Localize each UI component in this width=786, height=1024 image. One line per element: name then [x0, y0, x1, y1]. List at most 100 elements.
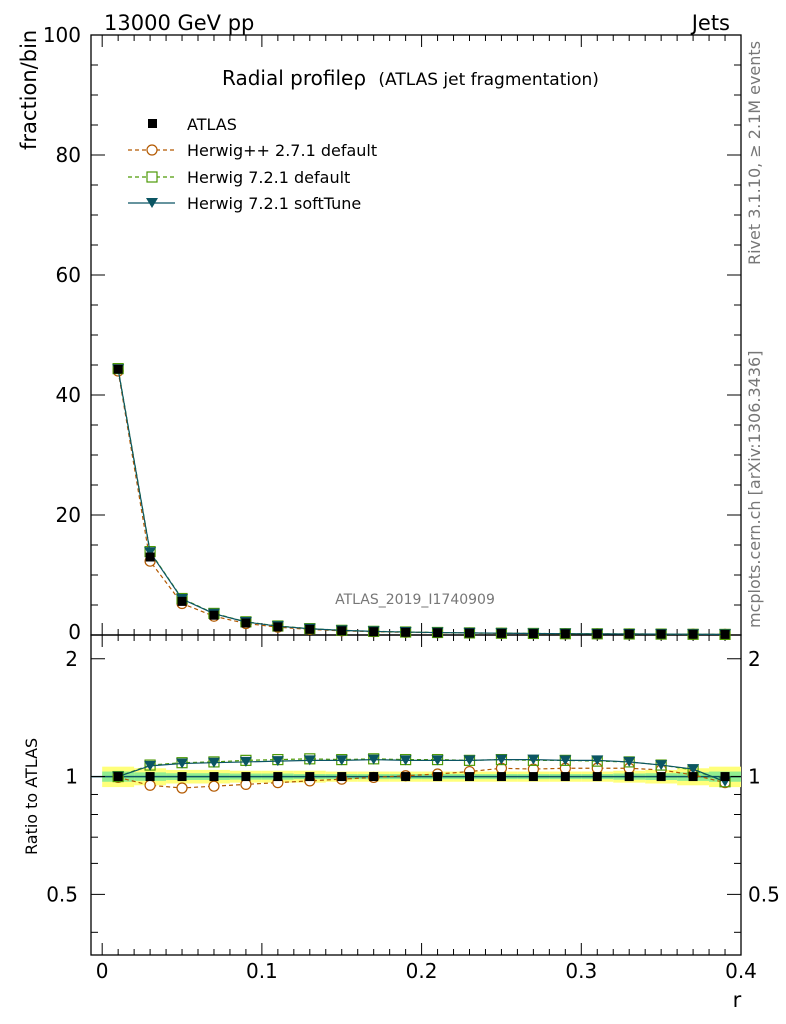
series-0-ratio-point	[624, 772, 634, 782]
series-3	[112, 364, 732, 787]
legend-label-herwigpp: Herwig++ 2.7.1 default	[187, 141, 377, 160]
chart-title-sub: (ATLAS jet fragmentation)	[378, 70, 599, 90]
series-3-ratio-point	[623, 756, 636, 767]
series-3-ratio-point	[591, 755, 604, 766]
legend-label-herwig7-default: Herwig 7.2.1 default	[187, 168, 350, 187]
series-0-point	[688, 629, 698, 639]
legend-marker-atlas	[148, 119, 157, 128]
y-tick-label: 20	[56, 503, 81, 527]
series-3-ratio-point	[176, 758, 189, 769]
x-tick-label: 0.2	[406, 959, 438, 983]
series-3-point	[144, 547, 157, 558]
series-0	[113, 364, 730, 639]
ratio-bands	[91, 766, 741, 788]
series-3-ratio-point	[207, 757, 220, 768]
ratio-tick-label-left: 0.5	[46, 882, 78, 906]
series-0-point	[177, 596, 187, 606]
series-3-ratio-point	[463, 755, 476, 766]
mcplots-label: mcplots.cern.ch [arXiv:1306.3436]	[745, 351, 764, 628]
series-0-ratio-point	[465, 772, 475, 782]
series-0-ratio-point	[720, 772, 730, 782]
series-0-ratio-point	[209, 772, 219, 782]
ratio-tick-label-right: 0.5	[748, 882, 780, 906]
series-0-ratio-point	[560, 772, 570, 782]
y-tick-label: 60	[56, 263, 81, 287]
series-0-point	[337, 626, 347, 636]
series-3-ratio-point	[239, 756, 252, 767]
tick-labels: 0 0.1 0.2 0.3 0.4 0 20 40 60 80 100 0.5 0.5 1 1 2 2	[43, 23, 780, 983]
series-0-ratio-point	[145, 772, 155, 782]
series-3-ratio-point	[495, 754, 508, 765]
legend-marker-herwig7-softtune	[146, 198, 158, 208]
series-0-ratio-point	[656, 772, 666, 782]
series-0-point	[624, 629, 634, 639]
series-3-ratio-point	[335, 755, 348, 766]
series-0-point	[113, 364, 123, 374]
series-3-ratio-line	[117, 758, 726, 783]
chart-title-main: Radial profile	[222, 66, 353, 90]
series-0-point	[209, 610, 219, 620]
series-0-point	[656, 629, 666, 639]
series-3-ratio-point	[399, 755, 412, 766]
series-0-point	[401, 627, 411, 637]
rivet-version-label: Rivet 3.1.10, ≥ 2.1M events	[745, 41, 764, 265]
series-0-point	[241, 618, 251, 628]
ratio-plot-frame	[90, 634, 742, 956]
y-axis-label: fraction/bin	[17, 30, 41, 150]
series-0-point	[273, 622, 283, 632]
x-tick-label: 0.1	[246, 959, 278, 983]
series-3-ratio-point	[559, 755, 572, 766]
ratio-tick-label-left: 2	[65, 647, 78, 671]
series-0-ratio-point	[433, 772, 443, 782]
series-3-main-line	[117, 369, 726, 636]
legend-entry-herwig7-softtune: Herwig 7.2.1 softTune	[128, 194, 361, 213]
series-0-ratio-point	[401, 772, 411, 782]
series-3-ratio-point	[655, 760, 668, 771]
series-0-ratio	[113, 772, 730, 782]
ratio-tick-label-right: 2	[748, 647, 761, 671]
chart-title: Radial profileρ (ATLAS jet fragmentation…	[222, 66, 599, 90]
series-0-point	[720, 629, 730, 639]
series-0-point	[496, 628, 506, 638]
y-tick-label: 100	[43, 23, 81, 47]
series-0-ratio-point	[496, 772, 506, 782]
x-tick-label: 0.3	[565, 959, 597, 983]
y-tick-label: 0	[68, 620, 81, 644]
series-0-ratio-point	[688, 772, 698, 782]
analysis-watermark: ATLAS_2019_I1740909	[335, 592, 495, 608]
series-1-ratio-point	[144, 779, 156, 791]
legend-label-atlas: ATLAS	[187, 115, 237, 134]
series-layer	[112, 363, 732, 794]
ratio-axis-label: Ratio to ATLAS	[22, 738, 41, 855]
ratio-tick-label-left: 1	[65, 765, 78, 789]
legend-marker-herwigpp	[146, 144, 158, 156]
series-0-point	[145, 552, 155, 562]
series-0-ratio-point	[113, 772, 123, 782]
series-0-point	[528, 629, 538, 639]
series-0-ratio-point	[177, 772, 187, 782]
series-0-point	[465, 628, 475, 638]
series-3-ratio-point	[303, 755, 316, 766]
series-1-ratio-point	[208, 780, 220, 792]
series-0-point	[305, 624, 315, 634]
x-tick-label: 0	[96, 959, 109, 983]
series-0-point	[369, 627, 379, 637]
series-0-ratio-point	[369, 772, 379, 782]
series-1	[112, 365, 731, 794]
series-0-ratio-point	[337, 772, 347, 782]
series-0-ratio-point	[241, 772, 251, 782]
ratio-tick-label-right: 1	[748, 765, 761, 789]
series-0-ratio-point	[273, 772, 283, 782]
legend: ATLAS Herwig++ 2.7.1 default Herwig 7.2.…	[128, 115, 377, 213]
series-2	[112, 363, 731, 788]
series-3-ratio-point	[687, 764, 700, 775]
legend-entry-herwig7-default: Herwig 7.2.1 default	[128, 168, 350, 187]
chart-title-symbol: ρ	[353, 66, 366, 90]
series-0-ratio-point	[528, 772, 538, 782]
legend-entry-atlas: ATLAS	[148, 115, 237, 134]
series-0-ratio-point	[592, 772, 602, 782]
series-0-point	[560, 629, 570, 639]
energy-label: 13000 GeV pp	[104, 11, 254, 35]
legend-label-herwig7-softtune: Herwig 7.2.1 softTune	[187, 194, 361, 213]
